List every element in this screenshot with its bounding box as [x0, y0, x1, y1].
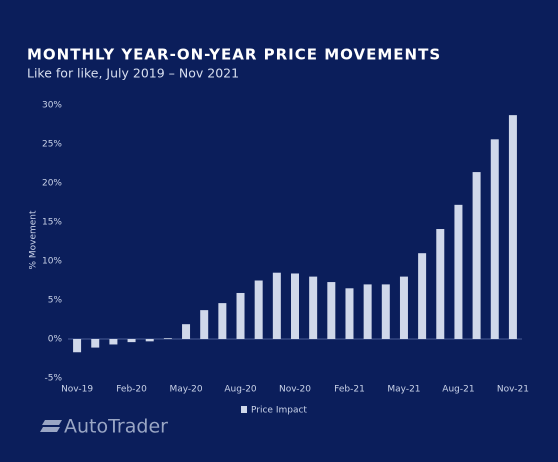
x-tick-label: May-21 — [387, 385, 420, 395]
y-tick-label: 15% — [42, 218, 62, 228]
y-axis-label: % Movement — [29, 210, 39, 270]
bar — [91, 339, 100, 348]
y-tick-label: 25% — [42, 140, 62, 150]
y-tick-label: 5% — [48, 296, 63, 306]
x-tick-label: May-20 — [169, 385, 202, 395]
bar — [291, 273, 299, 339]
x-tick-label: Feb-21 — [334, 385, 365, 395]
x-tick-label: Nov-20 — [279, 385, 311, 395]
bar — [272, 272, 281, 339]
legend-swatch — [241, 406, 247, 413]
logo-icon — [40, 420, 62, 432]
x-tick-label: Nov-21 — [497, 385, 529, 395]
bar — [327, 282, 336, 339]
bar — [399, 276, 408, 339]
bar — [418, 253, 427, 339]
bar — [145, 339, 154, 342]
x-tick-label: Feb-20 — [116, 385, 147, 395]
x-tick-label: Aug-21 — [442, 385, 474, 395]
bar — [381, 284, 390, 339]
bar — [363, 284, 372, 339]
y-tick-label: 0% — [48, 335, 63, 345]
bar — [490, 139, 499, 339]
bar — [73, 339, 82, 353]
y-tick-label: 20% — [42, 179, 62, 189]
bar — [163, 338, 172, 339]
logo: AutoTrader — [64, 416, 168, 438]
y-tick-label: 10% — [42, 257, 62, 267]
bar — [454, 204, 463, 339]
bar — [345, 288, 354, 339]
x-tick-label: Nov-19 — [61, 385, 93, 395]
bar — [309, 276, 318, 339]
bar — [236, 292, 245, 339]
legend-label: Price Impact — [251, 406, 307, 416]
bar — [109, 339, 118, 345]
bar — [436, 229, 445, 339]
y-tick-label: 30% — [42, 101, 62, 111]
bar — [182, 324, 191, 339]
bar — [254, 280, 263, 339]
bar — [508, 115, 517, 339]
bar — [218, 303, 227, 339]
x-tick-label: Aug-20 — [224, 385, 257, 395]
bar — [200, 310, 209, 339]
bar — [127, 339, 136, 343]
y-tick-label: -5% — [44, 374, 62, 384]
bar — [472, 172, 481, 339]
chart-title: MONTHLY YEAR-ON-YEAR PRICE MOVEMENTS — [27, 46, 441, 64]
chart-subtitle: Like for like, July 2019 – Nov 2021 — [27, 66, 239, 81]
